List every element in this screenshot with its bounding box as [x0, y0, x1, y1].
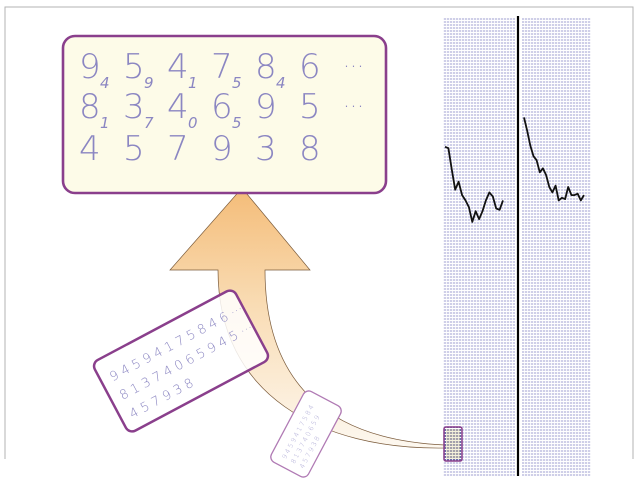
card-subscript-digit: 5: [232, 114, 242, 132]
digit-card: 9 4 5 9 4 1 7 5 8 4 6 ···8 1 3 7 4 0 6 5 9 5 ···4 5 7 9 3 8: [79, 47, 364, 169]
card-digit: 8: [255, 47, 277, 87]
card-digit: 7: [211, 47, 233, 87]
card-digit: 9: [211, 129, 233, 169]
card-digit: 4: [167, 47, 189, 87]
card-digit: 5: [299, 87, 321, 127]
card-subscript-digit: 0: [188, 114, 198, 132]
card-digit: 9: [79, 47, 101, 87]
card-subscript-digit: 7: [144, 114, 154, 132]
card-digit: 6: [211, 87, 233, 127]
trace-right: [523, 117, 585, 202]
card-digit: 8: [299, 129, 321, 169]
digit-card-frame: [61, 34, 388, 195]
source-card: [443, 426, 463, 462]
card-digit: 4: [79, 129, 101, 169]
card-digit: 8: [79, 87, 101, 127]
card-subscript-digit: 4: [100, 74, 110, 92]
card-digit: 4: [167, 87, 189, 127]
small-tilted-card: 9 4 5 9 4 1 7 5 8 4 8 1 3 7 4 0 6 5 9 4 …: [270, 390, 342, 478]
card-digit: 3: [255, 129, 277, 169]
card-digit: ···: [343, 55, 364, 80]
card-subscript-digit: 4: [276, 74, 286, 92]
card-subscript-digit: 9: [144, 74, 154, 92]
frame-top-border: [4, 6, 634, 459]
card-subscript-digit: 1: [188, 74, 198, 92]
card-digit: 7: [167, 129, 189, 169]
tilted-card-frame: [92, 289, 270, 433]
card-digit: ···: [343, 95, 364, 120]
tilted-card: 9 4 5 9 4 1 7 5 8 4 6 ··· 8 1 3 7 4 0 6 …: [92, 289, 270, 433]
card-digit: 3: [123, 87, 145, 127]
card-digit: 9: [255, 87, 277, 127]
trace-left: [444, 145, 504, 223]
card-digit: 5: [123, 47, 145, 87]
card-subscript-digit: 5: [232, 74, 242, 92]
card-digit: 6: [299, 47, 321, 87]
grid-strip-left: [443, 18, 515, 476]
grid-strip-right: [522, 18, 591, 476]
card-subscript-digit: 1: [100, 114, 110, 132]
card-digit: 5: [123, 129, 145, 169]
